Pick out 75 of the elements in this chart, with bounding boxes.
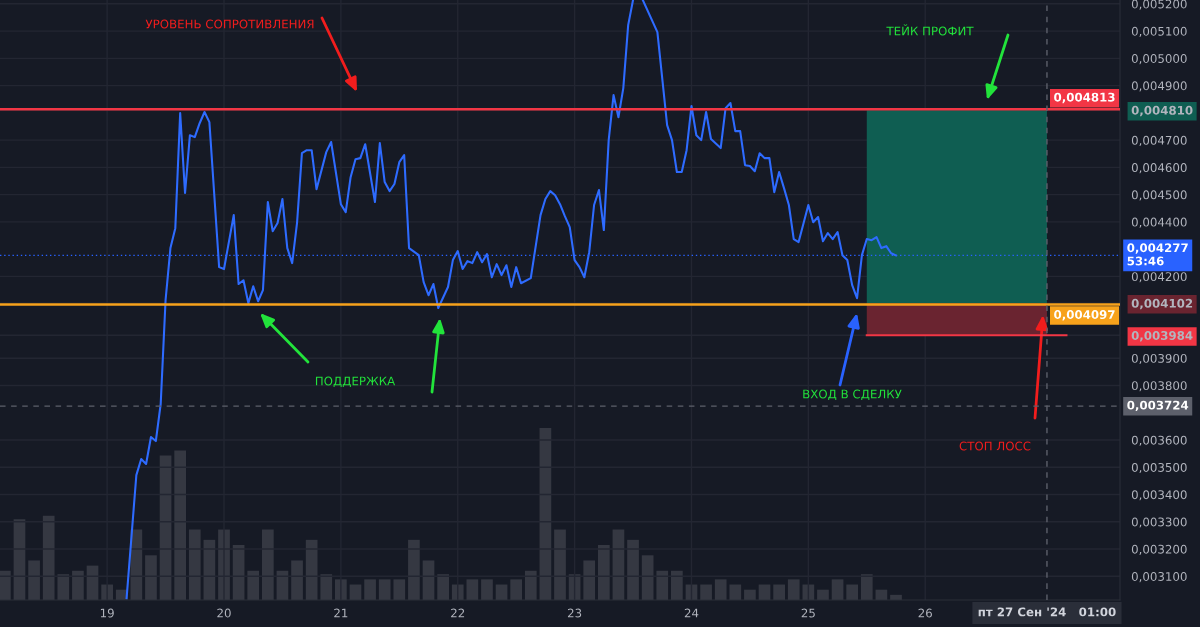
bar <box>641 555 654 600</box>
bar <box>831 579 844 600</box>
bar <box>554 529 566 600</box>
bar <box>28 560 40 600</box>
bar <box>714 579 727 600</box>
y-tick-label: 0,004900 <box>1131 81 1187 92</box>
bar <box>145 555 157 600</box>
y-tick-label: 0,003400 <box>1131 490 1187 501</box>
bar <box>846 584 859 600</box>
y-tick-label: 0,003200 <box>1131 544 1187 555</box>
x-tick-label: 25 <box>801 608 815 618</box>
bar <box>422 560 435 600</box>
ref-line-label: 0,004277 53:46 <box>1127 243 1188 266</box>
ref-line-label: 0,003724 <box>1127 400 1189 412</box>
x-tick-label: 21 <box>334 608 348 618</box>
bar <box>188 529 201 600</box>
annotation: ПОДДЕРЖКА <box>315 376 396 388</box>
x-tick-label: 24 <box>684 608 699 618</box>
ref-line-label: 0,004813 <box>1054 92 1115 104</box>
bar <box>408 539 420 600</box>
bar <box>700 584 712 600</box>
y-tick-label: 0,003900 <box>1131 353 1187 365</box>
bar <box>320 574 333 600</box>
ref-line-label: пт 27 Сен '24 01:00 <box>978 607 1116 617</box>
bar <box>393 579 406 600</box>
bar <box>364 579 376 600</box>
bar <box>671 570 683 600</box>
y-tick-label: 0,005000 <box>1131 54 1187 65</box>
bar <box>72 570 84 600</box>
y-tick-label: 0,004600 <box>1131 163 1187 174</box>
y-tick-label: 0,005100 <box>1131 26 1187 37</box>
annotation: ВХОД В СДЕЛКУ <box>803 389 902 401</box>
ref-line-label: 0,004097 <box>1054 310 1115 321</box>
y-tick-label: 0,004700 <box>1131 135 1187 146</box>
bar <box>510 579 523 600</box>
y-tick-label: 0,003984 <box>1131 331 1193 342</box>
y-tick-label: 0,003100 <box>1131 572 1187 583</box>
bar <box>860 574 873 600</box>
bar <box>524 570 537 600</box>
bar <box>656 570 669 600</box>
bar <box>583 560 596 600</box>
y-tick-label: 0,003800 <box>1131 381 1187 392</box>
annotation: УРОВЕНЬ СОПРОТИВЛЕНИЯ <box>145 19 314 29</box>
bar <box>597 544 610 600</box>
y-tick-label: 0,003300 <box>1131 517 1187 528</box>
y-tick-label: 0,004200 <box>1131 272 1187 283</box>
bar <box>174 450 187 600</box>
y-tick-label: 0,005200 <box>1131 0 1187 10</box>
bar <box>729 584 742 600</box>
x-tick-label: 26 <box>918 608 932 618</box>
x-tick-label: 19 <box>100 608 114 618</box>
bar <box>787 579 800 600</box>
annotation: СТОП ЛОСС <box>959 441 1031 451</box>
y-tick-label: 0,004810 <box>1131 105 1193 117</box>
bar <box>466 579 479 600</box>
bar <box>481 579 493 600</box>
y-tick-label: 0,004500 <box>1131 190 1187 201</box>
bar <box>261 529 274 600</box>
x-tick-label: 22 <box>451 608 465 618</box>
annotation: ТЕЙК ПРОФИТ <box>886 24 974 36</box>
bar <box>627 539 639 600</box>
bar <box>0 570 11 600</box>
bar <box>57 574 70 600</box>
bar <box>42 515 55 600</box>
x-tick-label: 23 <box>567 608 582 618</box>
bar <box>773 584 785 600</box>
bar <box>378 579 391 600</box>
y-tick-label: 0,004102 <box>1131 298 1193 310</box>
y-tick-label: 0,003600 <box>1131 435 1187 446</box>
y-tick-label: 0,003500 <box>1131 462 1187 474</box>
bar <box>291 560 303 600</box>
y-tick-label: 0,004400 <box>1131 217 1187 228</box>
bar <box>437 574 449 600</box>
x-tick-label: 20 <box>217 608 231 618</box>
bar <box>247 570 260 600</box>
